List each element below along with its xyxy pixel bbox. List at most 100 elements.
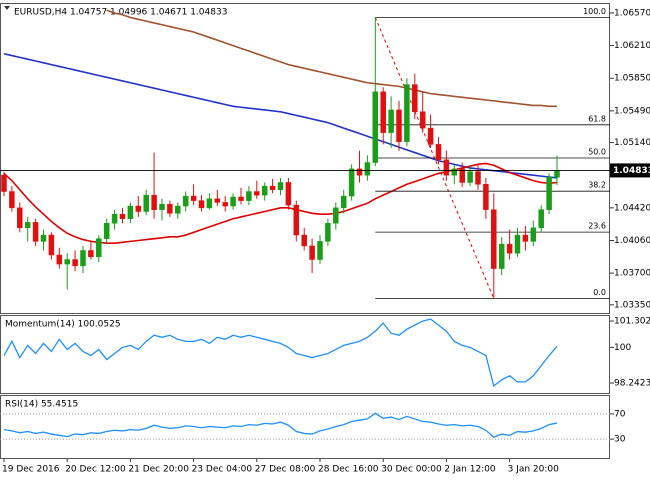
candle-body — [317, 241, 323, 260]
x-tick-label: 20 Dec 12:00 — [65, 465, 126, 475]
candle-body — [293, 204, 300, 236]
indicator-line — [3, 412, 558, 438]
y-tick-label: 1.06570 — [614, 8, 650, 18]
candle-body — [372, 91, 379, 163]
indicator-line — [106, 9, 557, 108]
candle-body — [96, 238, 102, 258]
candle-body — [135, 205, 142, 212]
candle-body — [24, 222, 31, 229]
candle-body — [443, 159, 450, 176]
last-price-box — [610, 163, 650, 178]
candle-body — [269, 185, 276, 190]
candle-body — [522, 234, 529, 242]
candle-body — [80, 250, 86, 267]
y-tick-label: 98.2423 — [614, 379, 650, 389]
y-tick-label: 100 — [614, 343, 631, 353]
y-tick-label: 70 — [614, 409, 626, 419]
y-tick-label: 1.04060 — [614, 236, 650, 246]
candle-body — [340, 195, 347, 209]
candle-body — [9, 191, 15, 209]
fibonacci-label: 61.8 — [588, 114, 606, 123]
candle-body — [388, 109, 394, 133]
candle-body — [277, 182, 284, 190]
candle-body — [483, 184, 489, 210]
candle-body — [206, 198, 213, 209]
candle-body — [111, 213, 118, 224]
candle-body — [175, 205, 181, 214]
candle-body — [325, 223, 331, 242]
candle-body — [475, 171, 481, 185]
candle-body — [530, 227, 537, 242]
candle-body — [554, 170, 560, 178]
candle-body — [190, 195, 197, 201]
candle-body — [167, 203, 173, 214]
candle-body — [364, 162, 371, 176]
x-tick-label: 23 Dec 04:00 — [192, 465, 253, 475]
candle-body — [498, 243, 505, 269]
panel-title: EURUSD,H4 1.04757 1.04996 1.04671 1.0483… — [14, 8, 227, 18]
candle-body — [506, 243, 513, 254]
fibonacci-label: 50.0 — [588, 148, 606, 157]
y-tick-label: 1.04420 — [614, 203, 650, 213]
panel-frame — [0, 395, 610, 459]
x-tick-label: 28 Dec 16:00 — [318, 465, 379, 475]
candle-body — [451, 168, 458, 176]
candle-body — [491, 209, 497, 269]
fibonacci-label: 38.2 — [588, 181, 606, 190]
y-tick-label: 1.05850 — [614, 74, 650, 84]
x-tick-label: 30 Dec 00:00 — [381, 465, 442, 475]
x-tick-label: 21 Dec 20:00 — [128, 465, 189, 475]
candle-body — [127, 205, 134, 219]
candle-body — [356, 168, 363, 176]
indicator-line — [3, 318, 558, 388]
candle-body — [64, 259, 70, 265]
symbol-menu-icon[interactable] — [4, 6, 10, 10]
y-tick-label: 101.3024 — [614, 317, 650, 327]
candle-body — [348, 168, 355, 197]
y-tick-label: 1.06210 — [614, 41, 650, 51]
candle-body — [467, 171, 473, 183]
y-tick-label: 1.03350 — [614, 300, 650, 310]
plot-layer: 1.06570 1.06210 1.05850 1.05490 1.05140 1.044… — [0, 3, 650, 475]
candle-body — [88, 250, 94, 258]
panel-title: RSI(14) 55.4515 — [5, 400, 78, 410]
candle-body — [419, 111, 426, 129]
candle-body — [404, 84, 410, 142]
candle-body — [459, 168, 465, 183]
y-tick-label: 1.03700 — [614, 269, 650, 279]
candle-body — [32, 222, 39, 242]
candle-body — [261, 185, 268, 196]
candle-body — [72, 259, 78, 267]
y-tick-label: 30 — [614, 435, 626, 445]
y-tick-label: 1.05140 — [614, 138, 650, 148]
candle-body — [119, 213, 126, 219]
candle-body — [427, 127, 434, 145]
candle-body — [254, 191, 260, 196]
candle-body — [214, 198, 221, 203]
candle-body — [435, 144, 442, 161]
x-tick-label: 27 Dec 08:00 — [255, 465, 316, 475]
last-price-label: 1.04833 — [613, 166, 650, 176]
fibonacci-label: 23.6 — [588, 222, 606, 231]
candle-body — [17, 207, 23, 229]
x-tick-label: 2 Jan 12:00 — [444, 465, 496, 475]
candle-body — [159, 203, 165, 210]
candle-body — [56, 254, 63, 265]
candle-body — [309, 245, 315, 260]
candle-body — [301, 234, 307, 247]
candle-body — [48, 234, 55, 256]
candle-body — [285, 182, 292, 206]
candle-body — [198, 200, 205, 209]
fibonacci-label: 100.0 — [583, 7, 606, 16]
candle-body — [380, 91, 386, 133]
candle-body — [230, 196, 236, 207]
panel-frame — [0, 315, 610, 394]
candle-body — [546, 176, 552, 210]
candle-body — [238, 196, 244, 201]
y-tick-label: 1.05490 — [614, 106, 650, 116]
candle-body — [222, 202, 228, 207]
candle-body — [103, 223, 110, 239]
candle-body — [246, 191, 252, 201]
